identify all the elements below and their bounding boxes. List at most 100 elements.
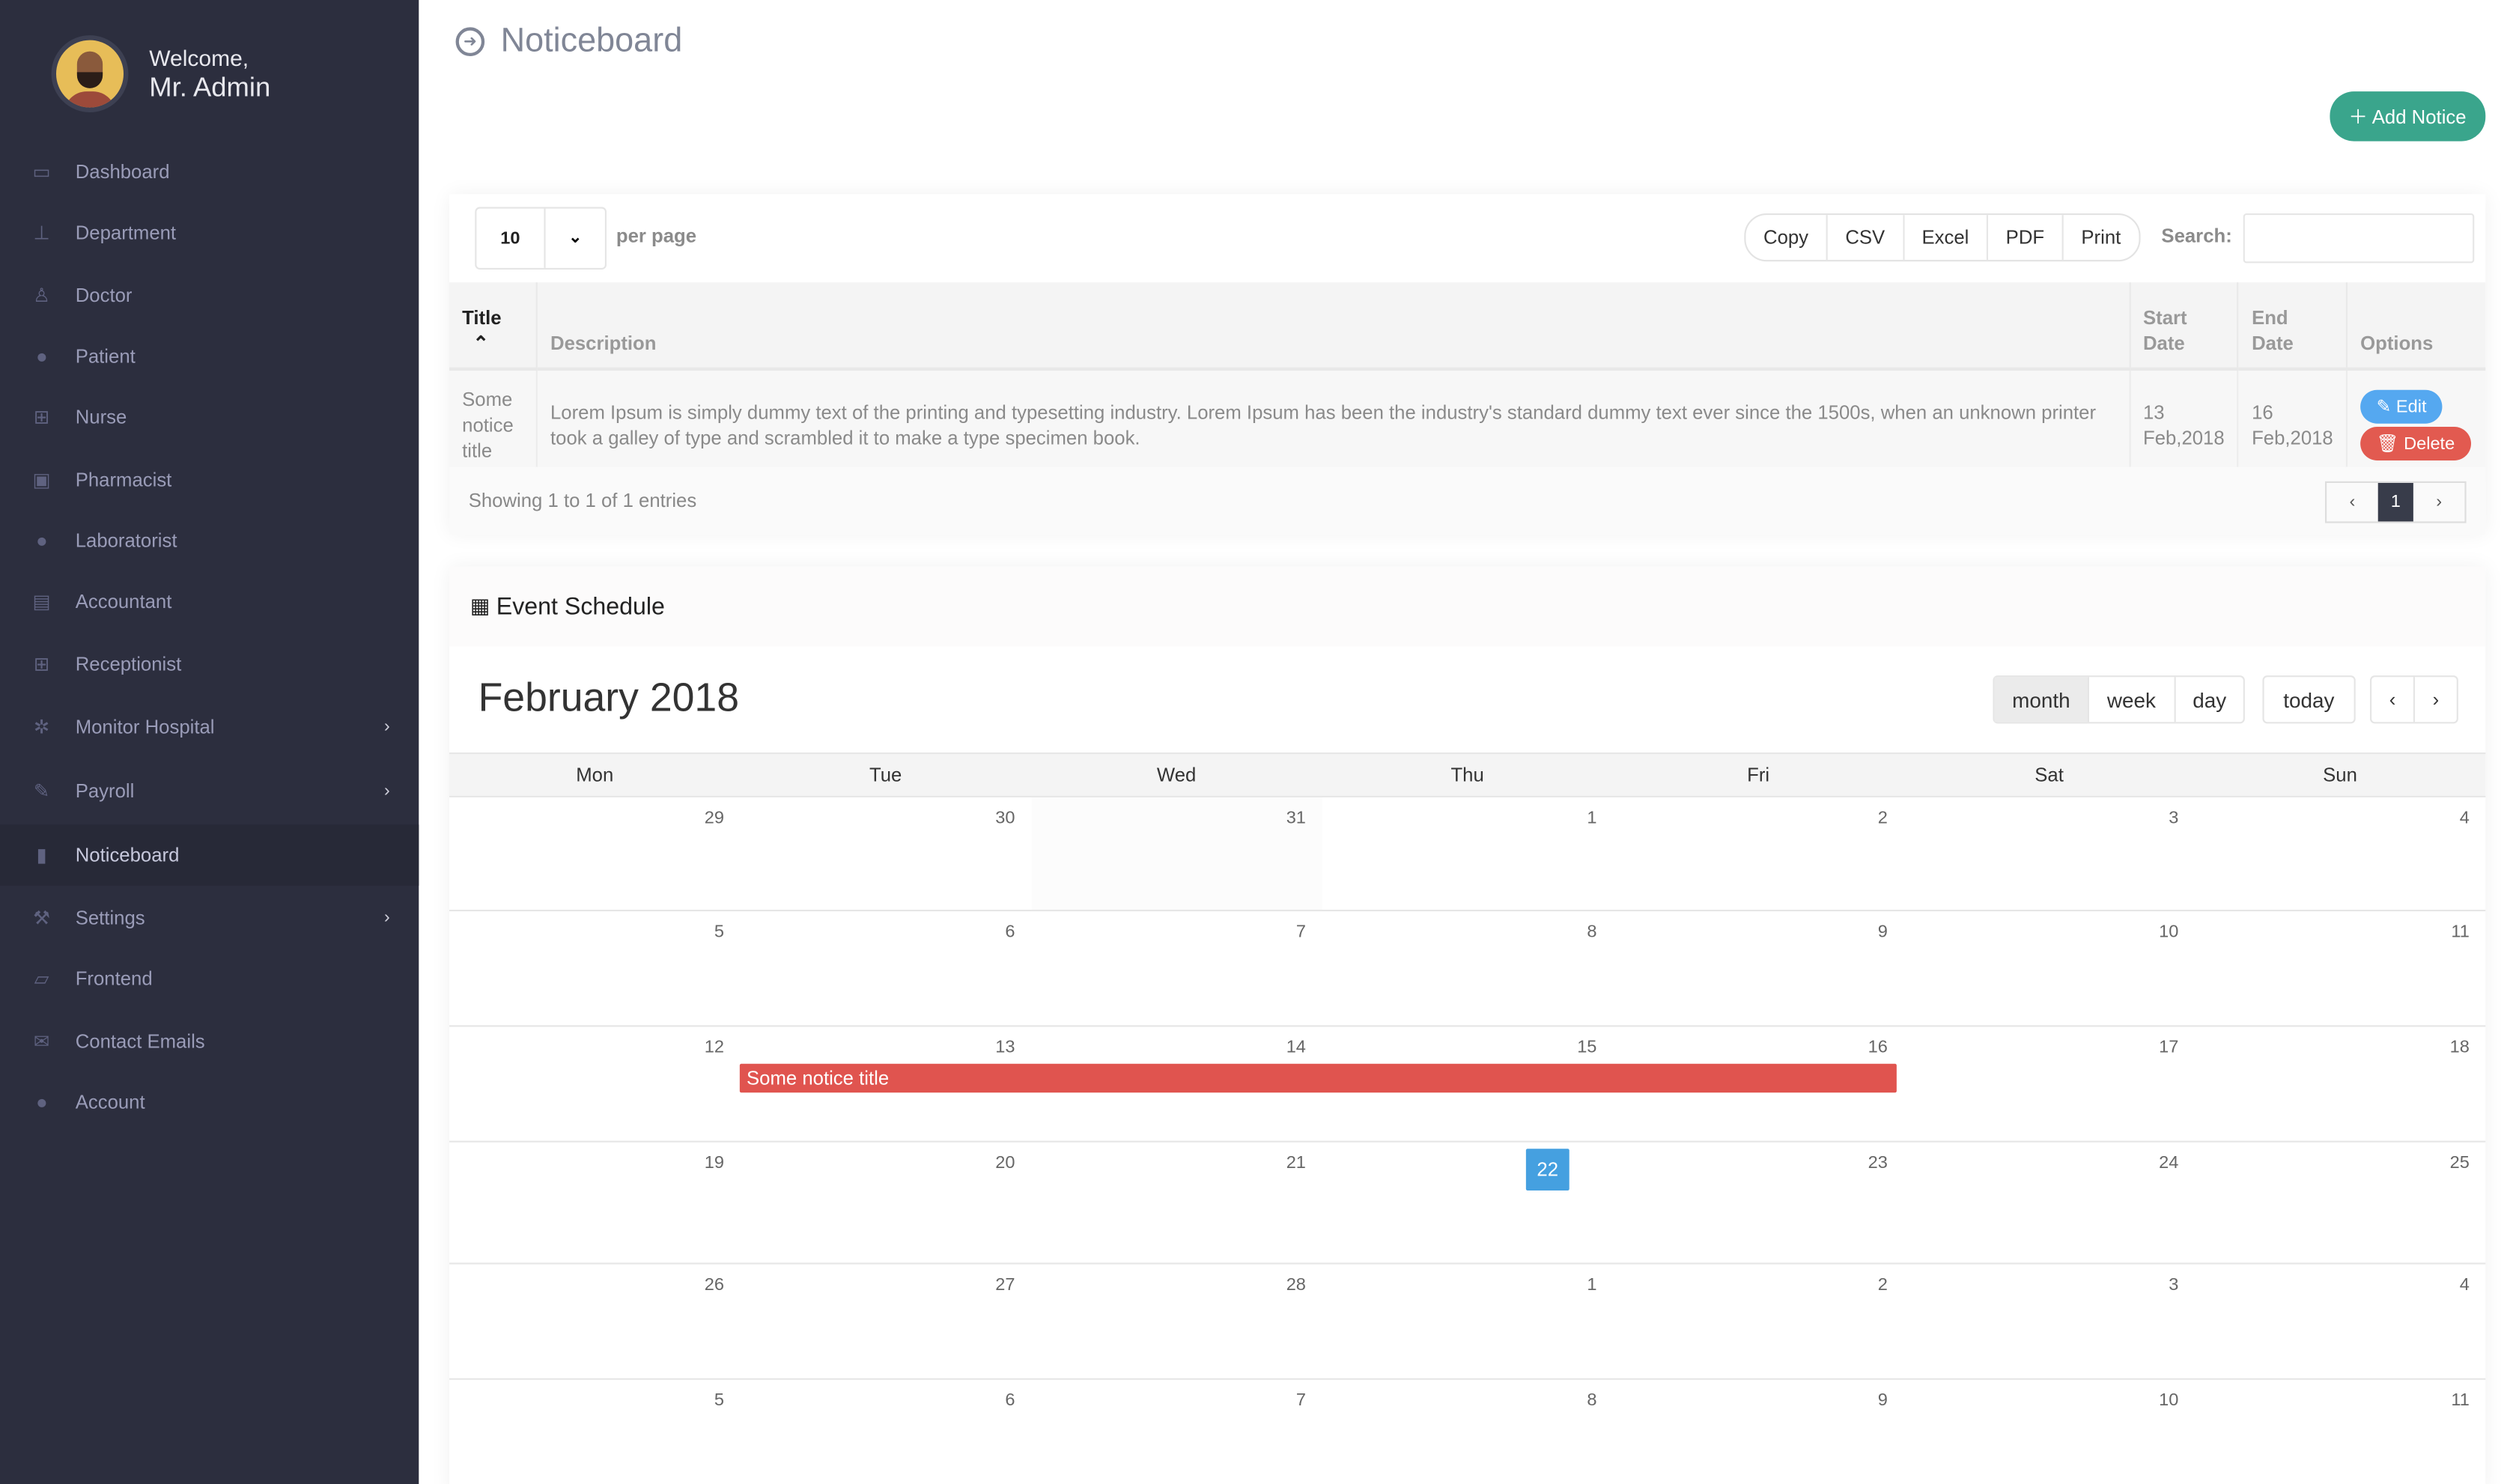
sidebar-item-doctor[interactable]: ♙ Doctor — [0, 264, 419, 326]
sidebar-item-noticeboard[interactable]: ▮ Noticeboard — [0, 824, 419, 887]
day-view-button[interactable]: day — [2193, 687, 2227, 712]
today-button[interactable]: today — [2262, 675, 2356, 724]
sidebar-item-payroll[interactable]: ✎ Payroll › — [0, 759, 419, 824]
calendar-day[interactable]: 27 — [740, 1265, 1030, 1378]
calendar-day[interactable]: 8 — [1322, 1380, 1612, 1484]
sidebar-item-receptionist[interactable]: ⊞ Receptionist — [0, 633, 419, 694]
calendar-day[interactable]: 8 — [1322, 911, 1612, 1025]
sidebar-item-settings[interactable]: ⚒ Settings › — [0, 886, 419, 948]
laptop-icon: ▱ — [34, 967, 49, 991]
prev-page-button[interactable]: ‹ — [2349, 492, 2356, 512]
column-start-date[interactable]: Start Date — [2129, 282, 2239, 371]
sidebar-item-frontend[interactable]: ▱ Frontend — [0, 948, 419, 1010]
column-description[interactable]: Description — [536, 282, 2130, 371]
page-1-button[interactable]: 1 — [2377, 483, 2413, 522]
delete-button[interactable]: 🗑 Delete — [2360, 425, 2471, 460]
calendar-day[interactable]: 10 — [1903, 911, 2194, 1025]
calendar-day[interactable]: 7 — [1031, 911, 1322, 1025]
calendar-day[interactable]: 9 — [1613, 911, 1903, 1025]
calendar-day[interactable]: 5 — [449, 1380, 740, 1484]
prev-month-button[interactable]: ‹ — [2371, 677, 2416, 723]
calendar-event[interactable]: Some notice title — [740, 1063, 1897, 1093]
per-page-select[interactable]: 10 ⌄ — [475, 207, 607, 270]
calendar-day[interactable]: 28 — [1031, 1265, 1322, 1378]
calendar-day[interactable]: 11 — [2195, 911, 2485, 1025]
money-icon: ▤ — [32, 591, 51, 614]
csv-button[interactable]: CSV — [1828, 215, 1904, 261]
pdf-button[interactable]: PDF — [1988, 215, 2064, 261]
weekday-fri: Fri — [1747, 764, 1770, 787]
sidebar-item-contact-emails[interactable]: ✉ Contact Emails — [0, 1010, 419, 1072]
calendar-day[interactable]: 24 — [1903, 1143, 2194, 1263]
day-number: 22 — [1525, 1149, 1570, 1191]
sidebar-item-nurse[interactable]: ⊞ Nurse — [0, 387, 419, 448]
calendar-day[interactable]: 18 — [2195, 1027, 2485, 1140]
sidebar-item-dashboard[interactable]: ▭ Dashboard — [0, 142, 419, 203]
edit-button[interactable]: ✎ Edit — [2360, 389, 2443, 423]
calendar-day[interactable]: 1 — [1322, 1265, 1612, 1378]
calendar-day[interactable]: 2 — [1613, 1265, 1903, 1378]
sidebar-item-monitor-hospital[interactable]: ✲ Monitor Hospital › — [0, 694, 419, 759]
weekday-wed: Wed — [1156, 764, 1197, 787]
calendar-day[interactable]: 12 — [449, 1027, 740, 1140]
sidebar-item-patient[interactable]: ● Patient — [0, 326, 419, 387]
calendar-day[interactable]: 30 — [740, 797, 1030, 910]
calendar-day[interactable]: 15 — [1322, 1027, 1612, 1140]
calendar-day[interactable]: 7 — [1031, 1380, 1322, 1484]
calendar-day[interactable]: 16 — [1613, 1027, 1903, 1140]
trash-icon: 🗑 — [2376, 434, 2399, 454]
print-button[interactable]: Print — [2081, 226, 2121, 249]
next-month-button[interactable]: › — [2432, 688, 2440, 711]
calendar-day[interactable]: 10 — [1903, 1380, 2194, 1484]
day-number: 18 — [2449, 1038, 2470, 1058]
calendar-day[interactable]: 19 — [449, 1143, 740, 1263]
calendar-day[interactable]: 22 — [1322, 1143, 1612, 1263]
calendar-day[interactable]: 29 — [449, 797, 740, 910]
sidebar-item-department[interactable]: ⊥ Department — [0, 203, 419, 264]
copy-button[interactable]: Copy — [1745, 215, 1828, 261]
calendar-day[interactable]: 31 — [1030, 797, 1322, 910]
calendar-day[interactable]: 3 — [1903, 1265, 2194, 1378]
day-number: 27 — [995, 1275, 1015, 1295]
sidebar-item-pharmacist[interactable]: ▣ Pharmacist — [0, 448, 419, 510]
user-icon: ● — [35, 1091, 48, 1114]
calendar-day[interactable]: 4 — [2195, 797, 2485, 910]
calendar-day[interactable]: 23 — [1613, 1143, 1903, 1263]
calendar-day[interactable]: 26 — [449, 1265, 740, 1378]
sidebar-item-label: Contact Emails — [75, 1030, 205, 1053]
calendar-day[interactable]: 4 — [2195, 1265, 2485, 1378]
view-switcher: month week day — [1993, 675, 2246, 724]
week-view-button[interactable]: week — [2089, 677, 2175, 723]
sidebar-item-accountant[interactable]: ▤ Accountant — [0, 571, 419, 633]
month-view-button[interactable]: month — [1994, 677, 2090, 723]
sidebar-item-account[interactable]: ● Account — [0, 1072, 419, 1134]
calendar-day[interactable]: 5 — [449, 911, 740, 1025]
column-title[interactable]: Title ⌃ — [449, 282, 538, 371]
export-buttons: Copy CSV Excel PDF Print — [1744, 213, 2141, 262]
calendar-day[interactable]: 14 — [1031, 1027, 1322, 1140]
sidebar-item-label: Department — [75, 222, 177, 245]
calendar-day[interactable]: 1 — [1322, 797, 1612, 910]
next-page-button[interactable]: › — [2436, 492, 2443, 512]
calendar-week: 12 13 14 15 16 17 18 Some notice title — [449, 1027, 2486, 1143]
event-schedule-heading: Event Schedule — [496, 592, 665, 621]
sidebar-item-label: Settings — [75, 905, 145, 928]
calendar-day[interactable]: 21 — [1031, 1143, 1322, 1263]
search-input[interactable] — [2243, 213, 2475, 264]
calendar-day[interactable]: 6 — [740, 1380, 1030, 1484]
sidebar-item-laboratorist[interactable]: ● Laboratorist — [0, 510, 419, 571]
add-notice-button[interactable]: ＋ Add Notice — [2329, 91, 2486, 142]
calendar-day[interactable]: 11 — [2195, 1380, 2485, 1484]
calendar-day[interactable]: 17 — [1903, 1027, 2194, 1140]
calendar-day[interactable]: 9 — [1613, 1380, 1903, 1484]
day-number: 3 — [2169, 809, 2179, 828]
calendar-day[interactable]: 2 — [1613, 797, 1903, 910]
calendar-day[interactable]: 25 — [2195, 1143, 2485, 1263]
column-end-date[interactable]: End Date — [2237, 282, 2348, 371]
excel-button[interactable]: Excel — [1904, 215, 1989, 261]
calendar-day[interactable]: 13 — [740, 1027, 1030, 1140]
day-number: 10 — [2159, 1390, 2179, 1411]
calendar-day[interactable]: 20 — [740, 1143, 1030, 1263]
calendar-day[interactable]: 3 — [1903, 797, 2194, 910]
calendar-day[interactable]: 6 — [740, 911, 1030, 1025]
